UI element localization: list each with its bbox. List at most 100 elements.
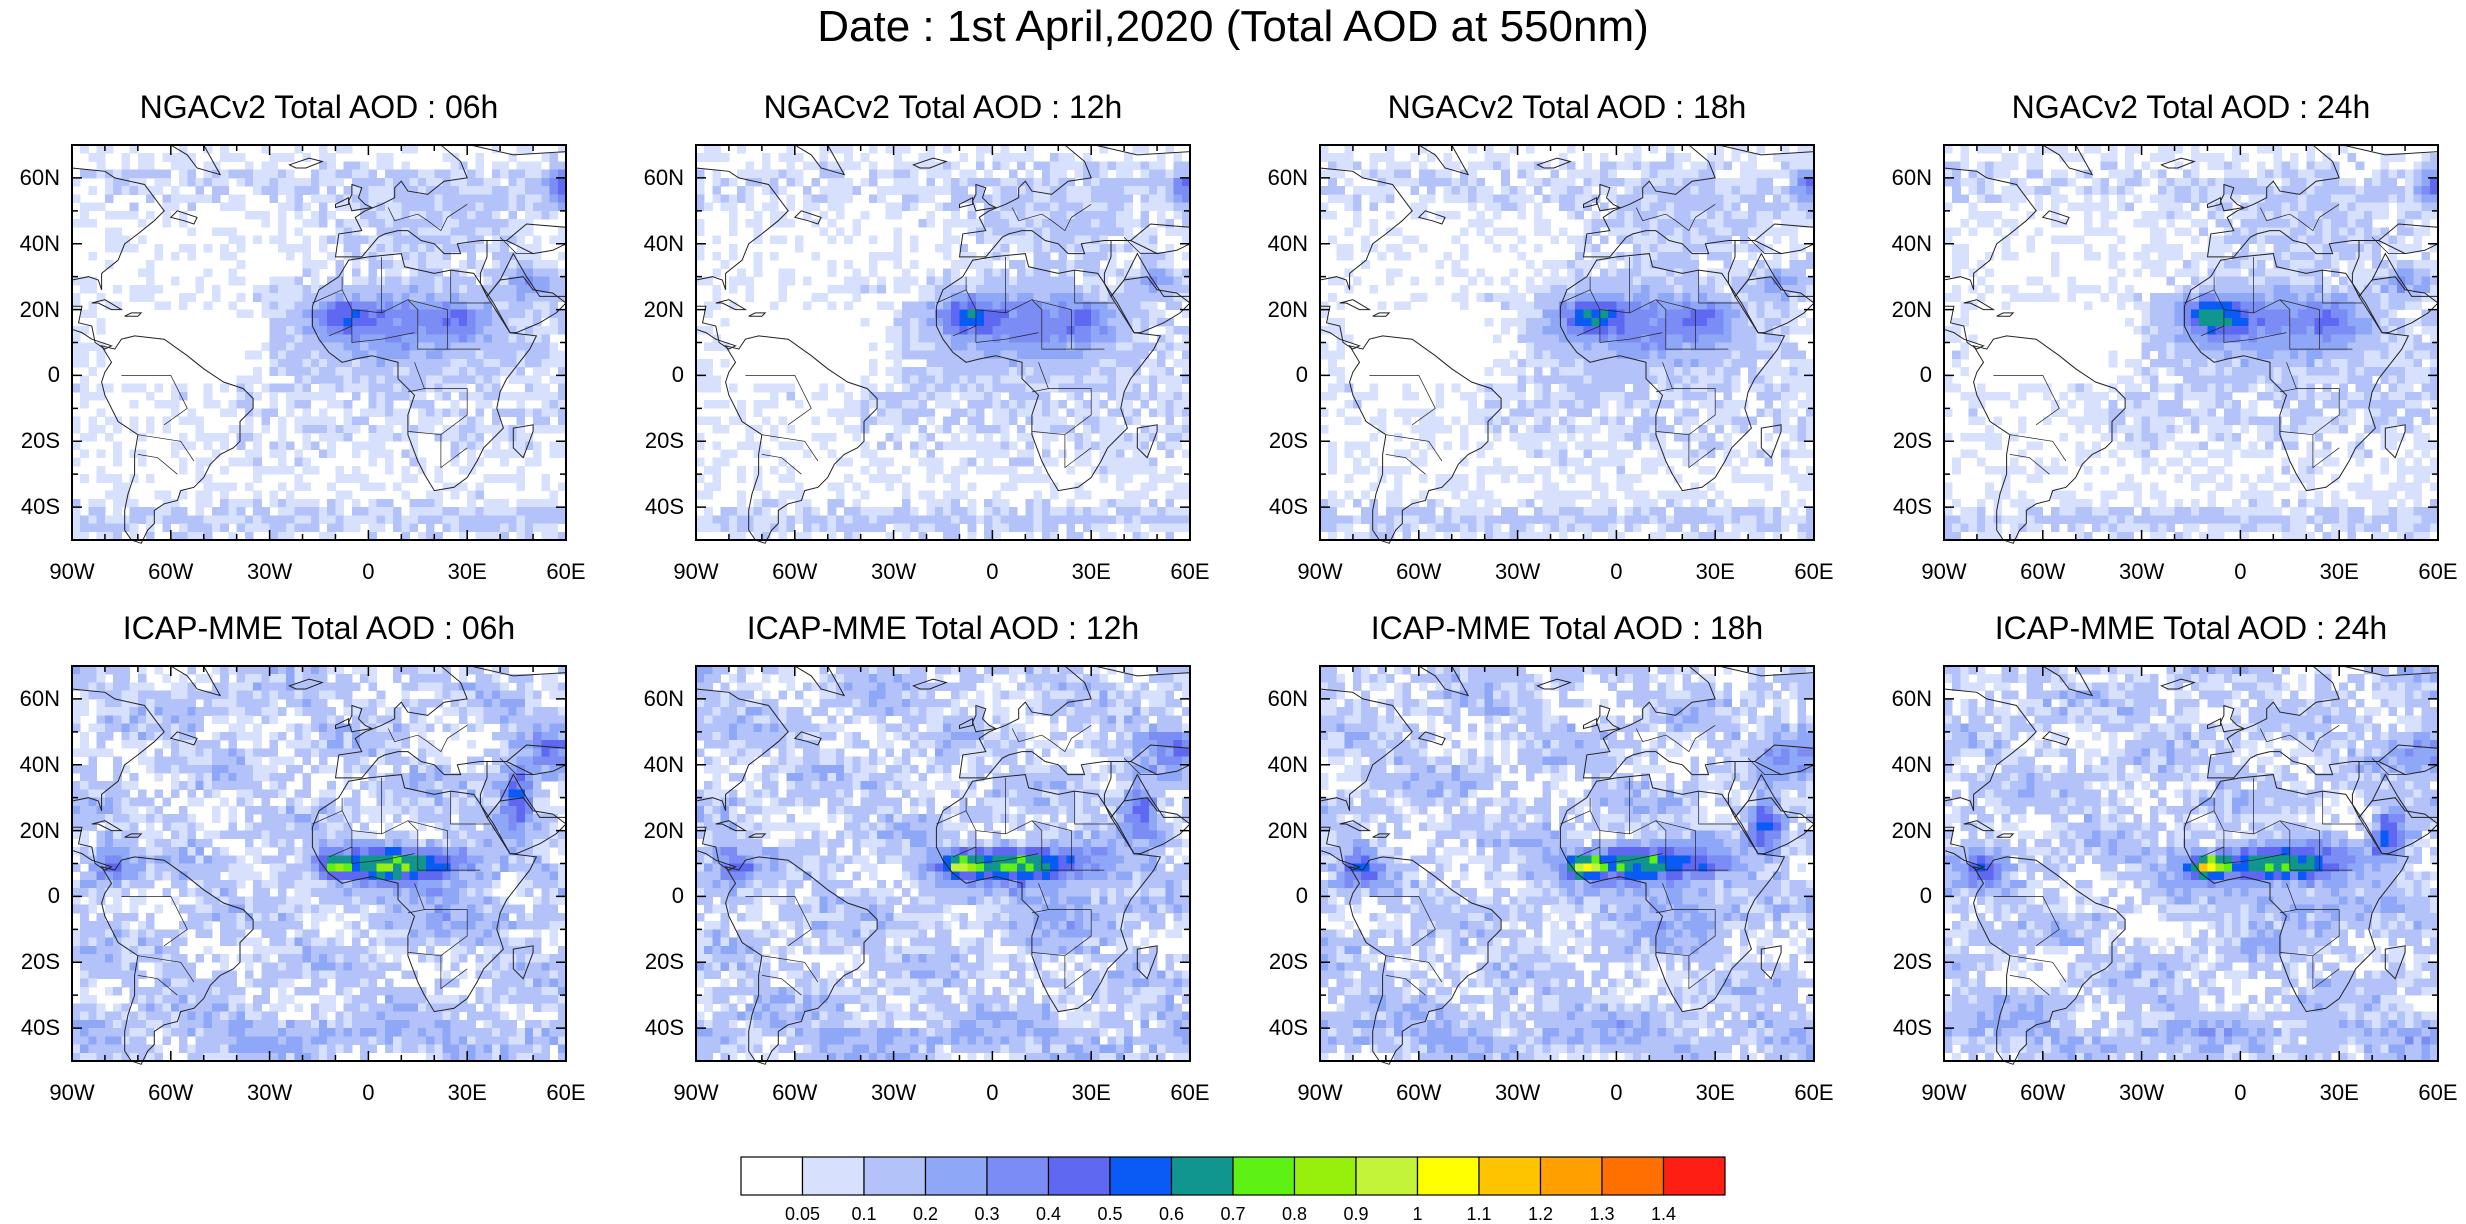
lon-tick-label: 30E xyxy=(2304,1081,2374,1105)
colorbar-swatch xyxy=(1233,1157,1295,1195)
lon-tick-label: 30E xyxy=(1680,560,1750,584)
colorbar-swatch xyxy=(1418,1157,1480,1195)
lat-tick-label: 40S xyxy=(624,1016,684,1040)
lat-tick-label: 20N xyxy=(624,298,684,322)
lat-tick-label: 20N xyxy=(624,819,684,843)
lat-tick-label: 40S xyxy=(0,495,60,519)
lon-tick-label: 60W xyxy=(136,1081,206,1105)
lat-tick-label: 60N xyxy=(1872,166,1932,190)
lon-tick-label: 90W xyxy=(37,1081,107,1105)
aod-map-ngacv2-18h xyxy=(1320,145,1814,540)
colorbar-swatch xyxy=(1664,1157,1726,1195)
aod-field xyxy=(72,145,566,540)
colorbar-tick-label: 0.9 xyxy=(1331,1204,1381,1224)
lon-tick-label: 30W xyxy=(235,560,305,584)
lat-tick-label: 60N xyxy=(1248,687,1308,711)
lon-tick-label: 30W xyxy=(1483,1081,1553,1105)
colorbar-swatch xyxy=(1172,1157,1234,1195)
colorbar-tick-label: 0.7 xyxy=(1208,1204,1258,1224)
lon-tick-label: 30W xyxy=(1483,560,1553,584)
aod-map-ngacv2-06h xyxy=(72,145,566,540)
lat-tick-label: 60N xyxy=(624,687,684,711)
colorbar-tick-label: 0.3 xyxy=(962,1204,1012,1224)
lat-tick-label: 40N xyxy=(1872,232,1932,256)
lon-tick-label: 0 xyxy=(957,1081,1027,1105)
colorbar-tick-label: 0.2 xyxy=(901,1204,951,1224)
lat-tick-label: 60N xyxy=(1248,166,1308,190)
lon-tick-label: 60W xyxy=(760,560,830,584)
lon-tick-label: 60E xyxy=(531,560,601,584)
lon-tick-label: 30E xyxy=(1680,1081,1750,1105)
lat-tick-label: 0 xyxy=(0,884,60,908)
lat-tick-label: 60N xyxy=(0,687,60,711)
lat-tick-label: 0 xyxy=(624,884,684,908)
lat-tick-label: 20S xyxy=(1248,429,1308,453)
lon-tick-label: 30W xyxy=(2107,560,2177,584)
lat-tick-label: 20N xyxy=(1248,819,1308,843)
colorbar-swatch xyxy=(864,1157,926,1195)
aod-field xyxy=(1944,145,2438,540)
lon-tick-label: 30W xyxy=(859,560,929,584)
colorbar-swatch xyxy=(1110,1157,1172,1195)
panel-title: ICAP-MME Total AOD : 12h xyxy=(656,610,1230,646)
lon-tick-label: 90W xyxy=(1909,560,1979,584)
lon-tick-label: 90W xyxy=(661,560,731,584)
colorbar-swatch xyxy=(987,1157,1049,1195)
lon-tick-label: 30E xyxy=(1056,560,1126,584)
panel-title: NGACv2 Total AOD : 18h xyxy=(1280,89,1854,125)
colorbar-tick-label: 0.8 xyxy=(1270,1204,1320,1224)
lat-tick-label: 0 xyxy=(624,363,684,387)
lon-tick-label: 0 xyxy=(1581,1081,1651,1105)
lon-tick-label: 60W xyxy=(136,560,206,584)
colorbar-tick-label: 0.1 xyxy=(839,1204,889,1224)
colorbar-tick-label: 0.05 xyxy=(778,1204,828,1224)
lat-tick-label: 40S xyxy=(1872,1016,1932,1040)
lat-tick-label: 40N xyxy=(1248,753,1308,777)
panel-title: NGACv2 Total AOD : 24h xyxy=(1904,89,2466,125)
lon-tick-label: 60E xyxy=(1155,560,1225,584)
aod-field xyxy=(696,666,1190,1061)
lat-tick-label: 20N xyxy=(1872,819,1932,843)
aod-map-ngacv2-24h xyxy=(1944,145,2438,540)
lat-tick-label: 40S xyxy=(0,1016,60,1040)
lon-tick-label: 60E xyxy=(2403,560,2466,584)
panel-title: ICAP-MME Total AOD : 06h xyxy=(32,610,606,646)
lon-tick-label: 30E xyxy=(432,560,502,584)
lat-tick-label: 20N xyxy=(0,298,60,322)
lon-tick-label: 60E xyxy=(1779,1081,1849,1105)
colorbar-tick-label: 0.4 xyxy=(1024,1204,1074,1224)
lon-tick-label: 60W xyxy=(1384,560,1454,584)
lat-tick-label: 20S xyxy=(0,950,60,974)
colorbar-tick-label: 1.3 xyxy=(1577,1204,1627,1224)
colorbar-tick-label: 0.5 xyxy=(1085,1204,1135,1224)
lat-tick-label: 0 xyxy=(1872,884,1932,908)
lat-tick-label: 40N xyxy=(1872,753,1932,777)
lon-tick-label: 0 xyxy=(2205,560,2275,584)
lat-tick-label: 40N xyxy=(0,232,60,256)
lon-tick-label: 30W xyxy=(235,1081,305,1105)
aod-map-icap-mme-18h xyxy=(1320,666,1814,1061)
colorbar-tick-label: 0.6 xyxy=(1147,1204,1197,1224)
panel-title: NGACv2 Total AOD : 06h xyxy=(32,89,606,125)
lat-tick-label: 40N xyxy=(1248,232,1308,256)
lon-tick-label: 60W xyxy=(760,1081,830,1105)
colorbar-swatch xyxy=(1479,1157,1541,1195)
aod-map-icap-mme-12h xyxy=(696,666,1190,1061)
colorbar xyxy=(740,1156,1730,1196)
lon-tick-label: 30W xyxy=(859,1081,929,1105)
colorbar-swatch xyxy=(741,1157,803,1195)
lon-tick-label: 90W xyxy=(1909,1081,1979,1105)
lat-tick-label: 20S xyxy=(1248,950,1308,974)
lon-tick-label: 60E xyxy=(2403,1081,2466,1105)
lat-tick-label: 0 xyxy=(1872,363,1932,387)
lat-tick-label: 0 xyxy=(0,363,60,387)
lat-tick-label: 20S xyxy=(1872,950,1932,974)
lon-tick-label: 60E xyxy=(531,1081,601,1105)
panel-title: ICAP-MME Total AOD : 24h xyxy=(1904,610,2466,646)
lon-tick-label: 0 xyxy=(2205,1081,2275,1105)
lat-tick-label: 60N xyxy=(1872,687,1932,711)
lon-tick-label: 90W xyxy=(1285,1081,1355,1105)
lat-tick-label: 20N xyxy=(1248,298,1308,322)
lat-tick-label: 40S xyxy=(1248,495,1308,519)
panel-title: ICAP-MME Total AOD : 18h xyxy=(1280,610,1854,646)
